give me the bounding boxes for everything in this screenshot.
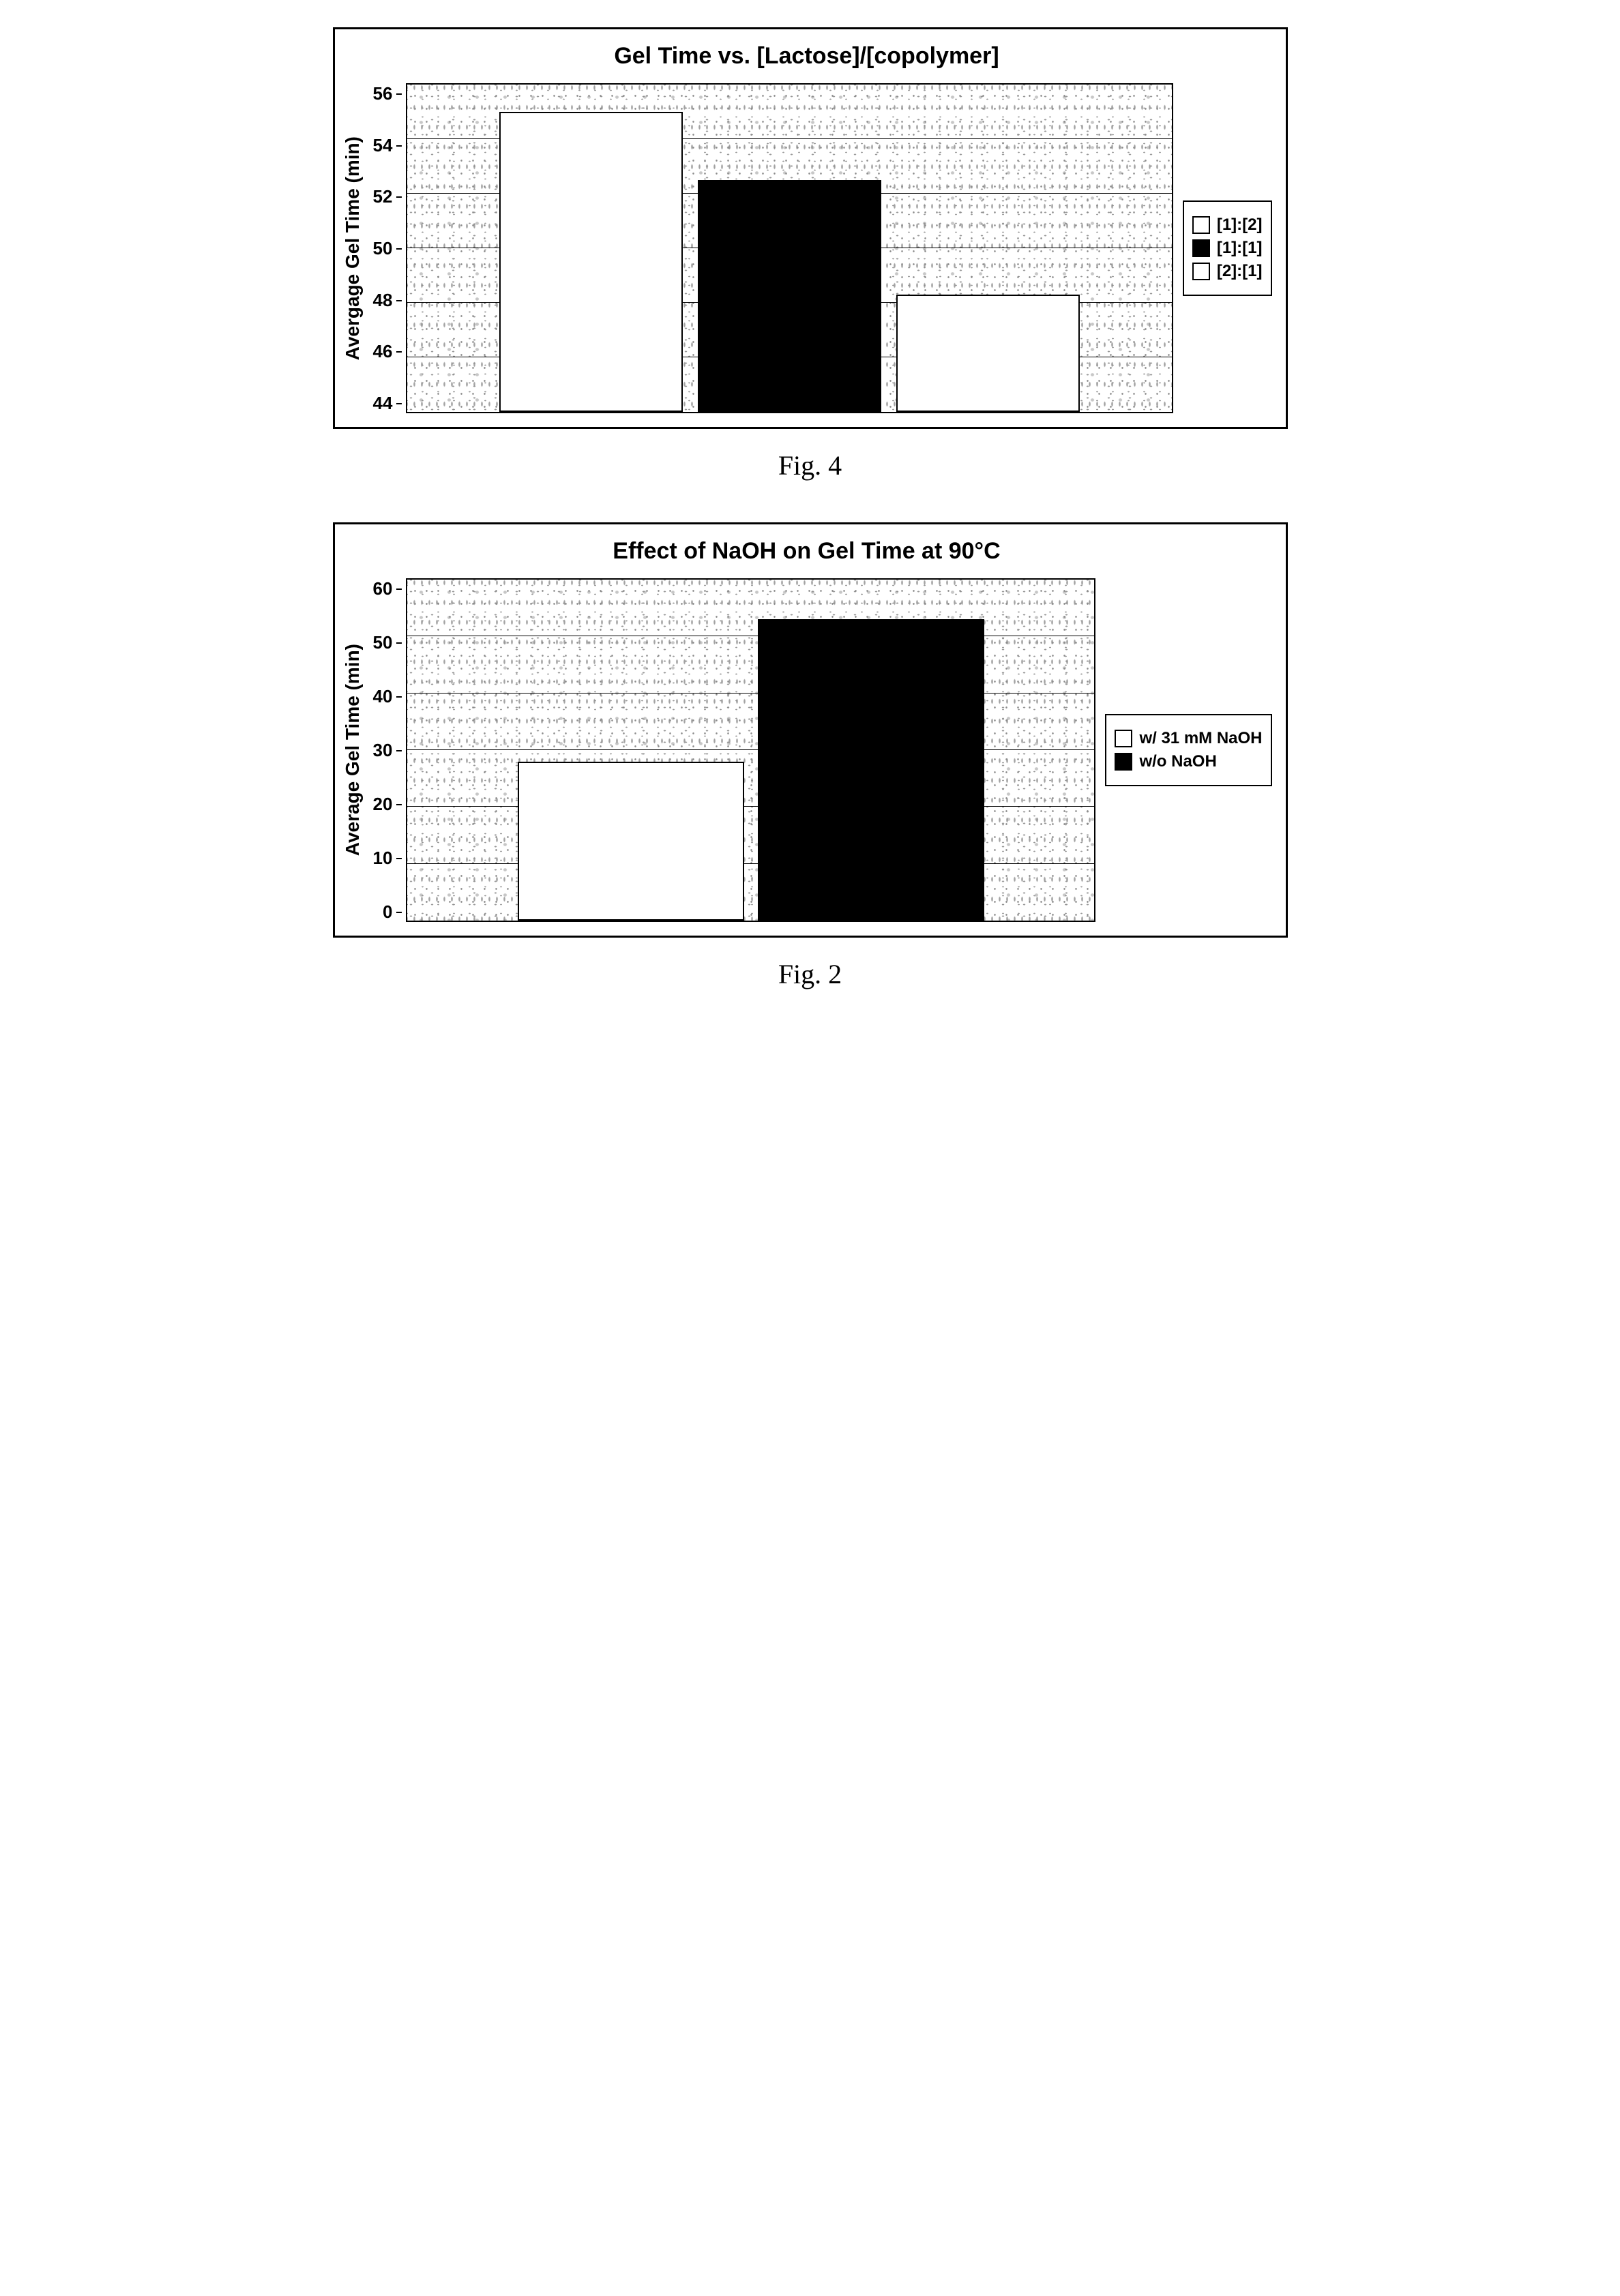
y-axis-ticks: 56 54 52 50 48 46 44 — [373, 85, 397, 412]
legend: [1]:[2] [1]:[1] [2]:[1] — [1183, 200, 1272, 296]
bar — [499, 112, 683, 412]
chart-title: Gel Time vs. [Lactose]/[copolymer] — [342, 43, 1272, 70]
bar — [896, 295, 1080, 412]
legend-label: w/o NaOH — [1139, 752, 1216, 771]
grid-line — [407, 806, 1094, 807]
legend-item: w/o NaOH — [1115, 752, 1262, 771]
y-tick-label: 52 — [373, 188, 397, 205]
chart-title: Effect of NaOH on Gel Time at 90°C — [342, 538, 1272, 565]
legend-item: [1]:[1] — [1192, 239, 1263, 258]
chart-panel-1: Gel Time vs. [Lactose]/[copolymer] Averg… — [333, 27, 1288, 429]
legend: w/ 31 mM NaOH w/o NaOH — [1105, 714, 1271, 786]
y-tick-label: 40 — [373, 687, 397, 705]
legend-swatch — [1192, 239, 1210, 257]
bar — [518, 762, 744, 921]
y-tick-label: 30 — [373, 741, 397, 759]
y-axis-label: Avergage Gel Time (min) — [342, 136, 364, 360]
y-tick-label: 50 — [373, 633, 397, 651]
legend-item: w/ 31 mM NaOH — [1115, 729, 1262, 748]
y-tick-label: 54 — [373, 136, 397, 154]
legend-label: [1]:[2] — [1217, 215, 1263, 235]
legend-item: [2]:[1] — [1192, 262, 1263, 281]
y-tick-label: 10 — [373, 849, 397, 867]
legend-swatch — [1192, 263, 1210, 280]
grid-line — [407, 749, 1094, 750]
noise-texture — [407, 580, 1094, 921]
legend-label: [2]:[1] — [1217, 262, 1263, 281]
legend-label: [1]:[1] — [1217, 239, 1263, 258]
bar — [698, 180, 881, 412]
y-tick-label: 60 — [373, 580, 397, 597]
grid-line — [407, 693, 1094, 694]
grid-line — [407, 863, 1094, 864]
legend-label: w/ 31 mM NaOH — [1139, 729, 1262, 748]
figure-caption: Fig. 2 — [333, 958, 1288, 990]
y-axis-ticks: 60 50 40 30 20 10 0 — [373, 580, 397, 921]
legend-swatch — [1115, 730, 1132, 747]
legend-item: [1]:[2] — [1192, 215, 1263, 235]
y-tick-label: 0 — [383, 903, 396, 921]
y-axis-label: Average Gel Time (min) — [342, 644, 364, 856]
y-tick-label: 50 — [373, 239, 397, 257]
y-tick-label: 46 — [373, 342, 397, 360]
y-tick-label: 48 — [373, 291, 397, 309]
chart-body: Avergage Gel Time (min) 56 54 52 50 48 46 44 [… — [342, 83, 1272, 413]
figure-caption: Fig. 4 — [333, 449, 1288, 481]
chart-panel-2: Effect of NaOH on Gel Time at 90°C Avera… — [333, 522, 1288, 938]
chart-body: Average Gel Time (min) 60 50 40 30 20 10 0 w/ … — [342, 578, 1272, 922]
y-tick-label: 20 — [373, 795, 397, 813]
y-tick-label: 44 — [373, 394, 397, 412]
legend-swatch — [1192, 216, 1210, 234]
legend-swatch — [1115, 753, 1132, 771]
plot-area — [406, 83, 1173, 413]
plot-area — [406, 578, 1095, 922]
bar — [758, 619, 984, 921]
y-tick-label: 56 — [373, 85, 397, 102]
